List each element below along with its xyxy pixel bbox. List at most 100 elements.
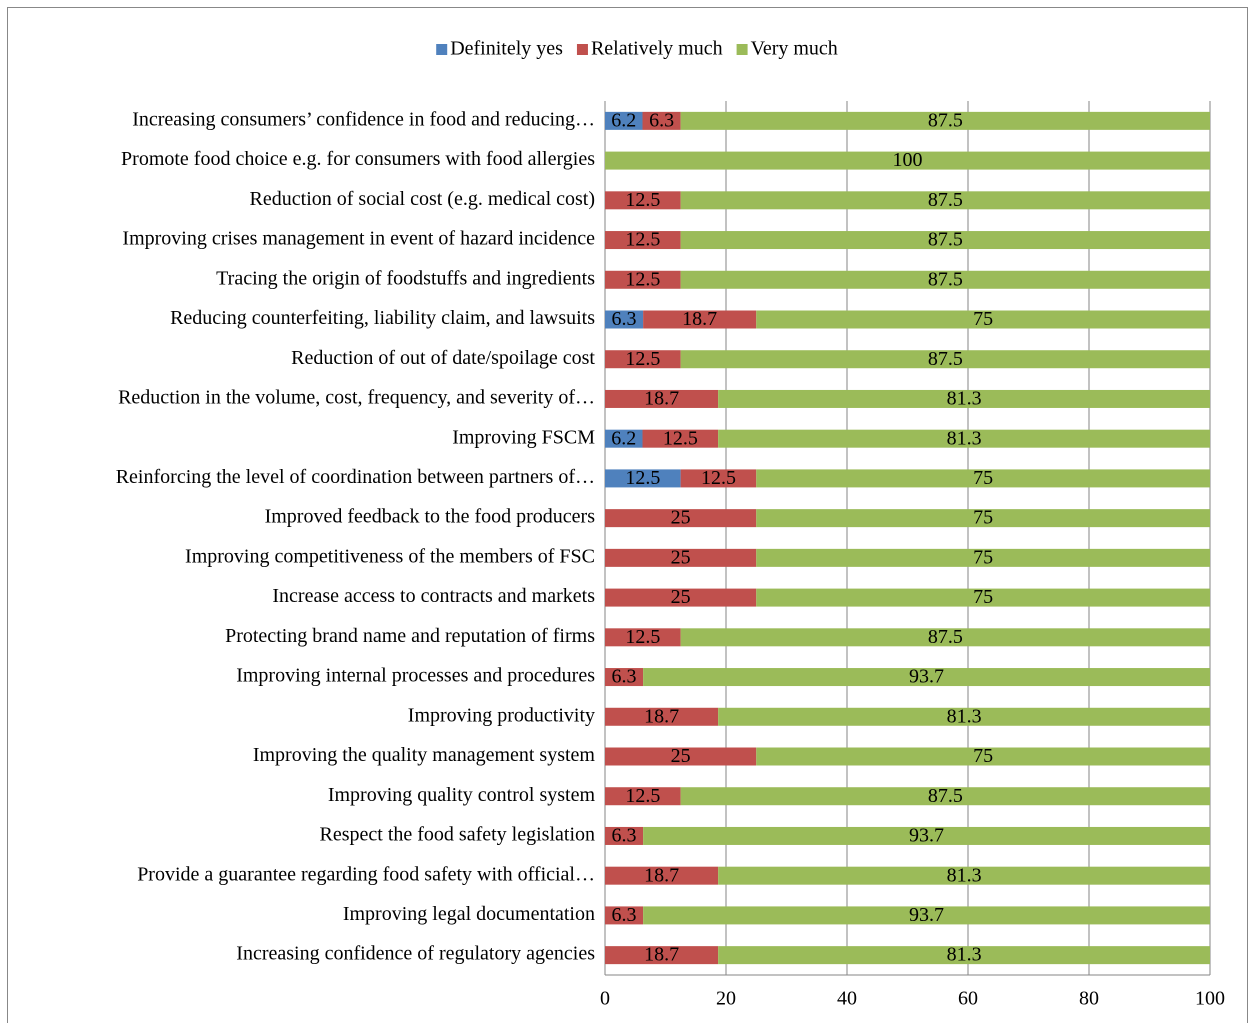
data-label: 87.5 [928,785,963,807]
data-label: 12.5 [625,268,660,290]
y-tick-label: Protecting brand name and reputation of … [225,625,595,647]
bar-segment [718,866,1210,885]
x-tick-label: 40 [837,988,857,1010]
bar-segment [718,429,1210,448]
data-label: 87.5 [928,229,963,251]
x-tick-label: 0 [600,988,610,1010]
bar-segment [718,707,1210,726]
data-label: 81.3 [947,427,982,449]
bar-segment [605,906,644,925]
data-label: 6.3 [612,825,637,847]
y-tick-label: Improved feedback to the food producers [265,506,596,528]
bar-segment [680,231,1210,250]
data-label: 18.7 [644,388,679,410]
bar-segment [605,231,681,250]
data-label: 100 [893,149,923,171]
data-label: 12.5 [625,189,660,211]
data-label: 75 [973,308,993,330]
bar-segment [605,350,681,369]
y-tick-label: Improving productivity [408,704,595,726]
y-tick-label: Reduction of out of date/spoilage cost [291,347,595,369]
y-tick-label: Improving FSCM [452,426,595,448]
y-tick-label: Improving legal documentation [343,903,595,925]
data-label: 81.3 [947,864,982,886]
bar-segment [680,787,1210,806]
bar-segment [680,111,1210,130]
data-label: 12.5 [625,467,660,489]
bar-segment [605,469,681,488]
data-label: 87.5 [928,109,963,131]
data-label: 18.7 [682,308,717,330]
legend-swatch [436,44,448,55]
bar-segment [718,389,1210,408]
bar-segment [605,310,644,329]
data-label: 6.3 [612,666,637,688]
bar-segment [605,628,681,647]
data-label: 6.3 [649,109,674,131]
y-tick-label: Respect the food safety legislation [320,824,595,846]
bar-segment [643,826,1210,845]
y-tick-label: Promote food choice e.g. for consumers w… [121,148,595,170]
bar-segment [605,707,719,726]
data-label: 12.5 [625,229,660,251]
data-label: 93.7 [909,904,944,926]
bar-segment [680,191,1210,210]
bar-segment [605,588,757,607]
x-tick-label: 60 [958,988,978,1010]
bar-segment [605,270,681,289]
bar-segment [605,946,719,965]
bar-segment [642,111,681,130]
y-tick-label: Reinforcing the level of coordination be… [116,466,595,488]
data-label: 81.3 [947,705,982,727]
data-label: 87.5 [928,348,963,370]
data-label: 75 [973,586,993,608]
bar-segment [718,946,1210,965]
data-label: 75 [973,467,993,489]
data-label: 25 [671,586,691,608]
data-label: 25 [671,745,691,767]
data-label: 25 [671,546,691,568]
bar-segment [605,509,757,528]
bar-segment [680,270,1210,289]
bar-segment [756,509,1210,528]
bar-segment [605,826,644,845]
y-tick-label: Improving quality control system [328,784,596,806]
data-label: 6.3 [612,308,637,330]
data-label: 87.5 [928,268,963,290]
data-label: 6.3 [612,904,637,926]
legend-label: Definitely yes [450,38,563,60]
bar-segment [680,469,757,488]
bar-segment [756,469,1210,488]
data-label: 75 [973,546,993,568]
bar-segment [756,548,1210,567]
data-label: 81.3 [947,944,982,966]
legend-swatch [736,44,748,55]
legend-label: Relatively much [591,38,723,60]
data-label: 6.2 [611,109,636,131]
legend-swatch [576,44,588,55]
data-label: 12.5 [625,348,660,370]
y-tick-label: Increasing confidence of regulatory agen… [236,943,595,965]
y-tick-label: Reducing counterfeiting, liability claim… [170,307,595,329]
bar-segment [642,429,719,448]
y-tick-label: Reduction of social cost (e.g. medical c… [250,188,595,210]
y-tick-label: Reduction in the volume, cost, frequency… [118,387,595,409]
bar-segment [680,350,1210,369]
y-tick-label: Increasing consumers’ confidence in food… [132,108,595,130]
bar-segment [605,111,643,130]
data-label: 75 [973,507,993,529]
bar-segment [756,588,1210,607]
data-label: 12.5 [625,626,660,648]
bar-segment [756,310,1210,329]
legend-label: Very much [751,38,838,60]
y-tick-label: Improving competitiveness of the members… [185,545,595,567]
data-label: 6.2 [611,427,636,449]
bar-segment [643,310,757,329]
y-tick-label: Improving the quality management system [253,744,596,766]
bar-segment [605,747,757,766]
data-label: 12.5 [663,427,698,449]
x-tick-label: 20 [716,988,736,1010]
data-label: 25 [671,507,691,529]
data-label: 12.5 [625,785,660,807]
